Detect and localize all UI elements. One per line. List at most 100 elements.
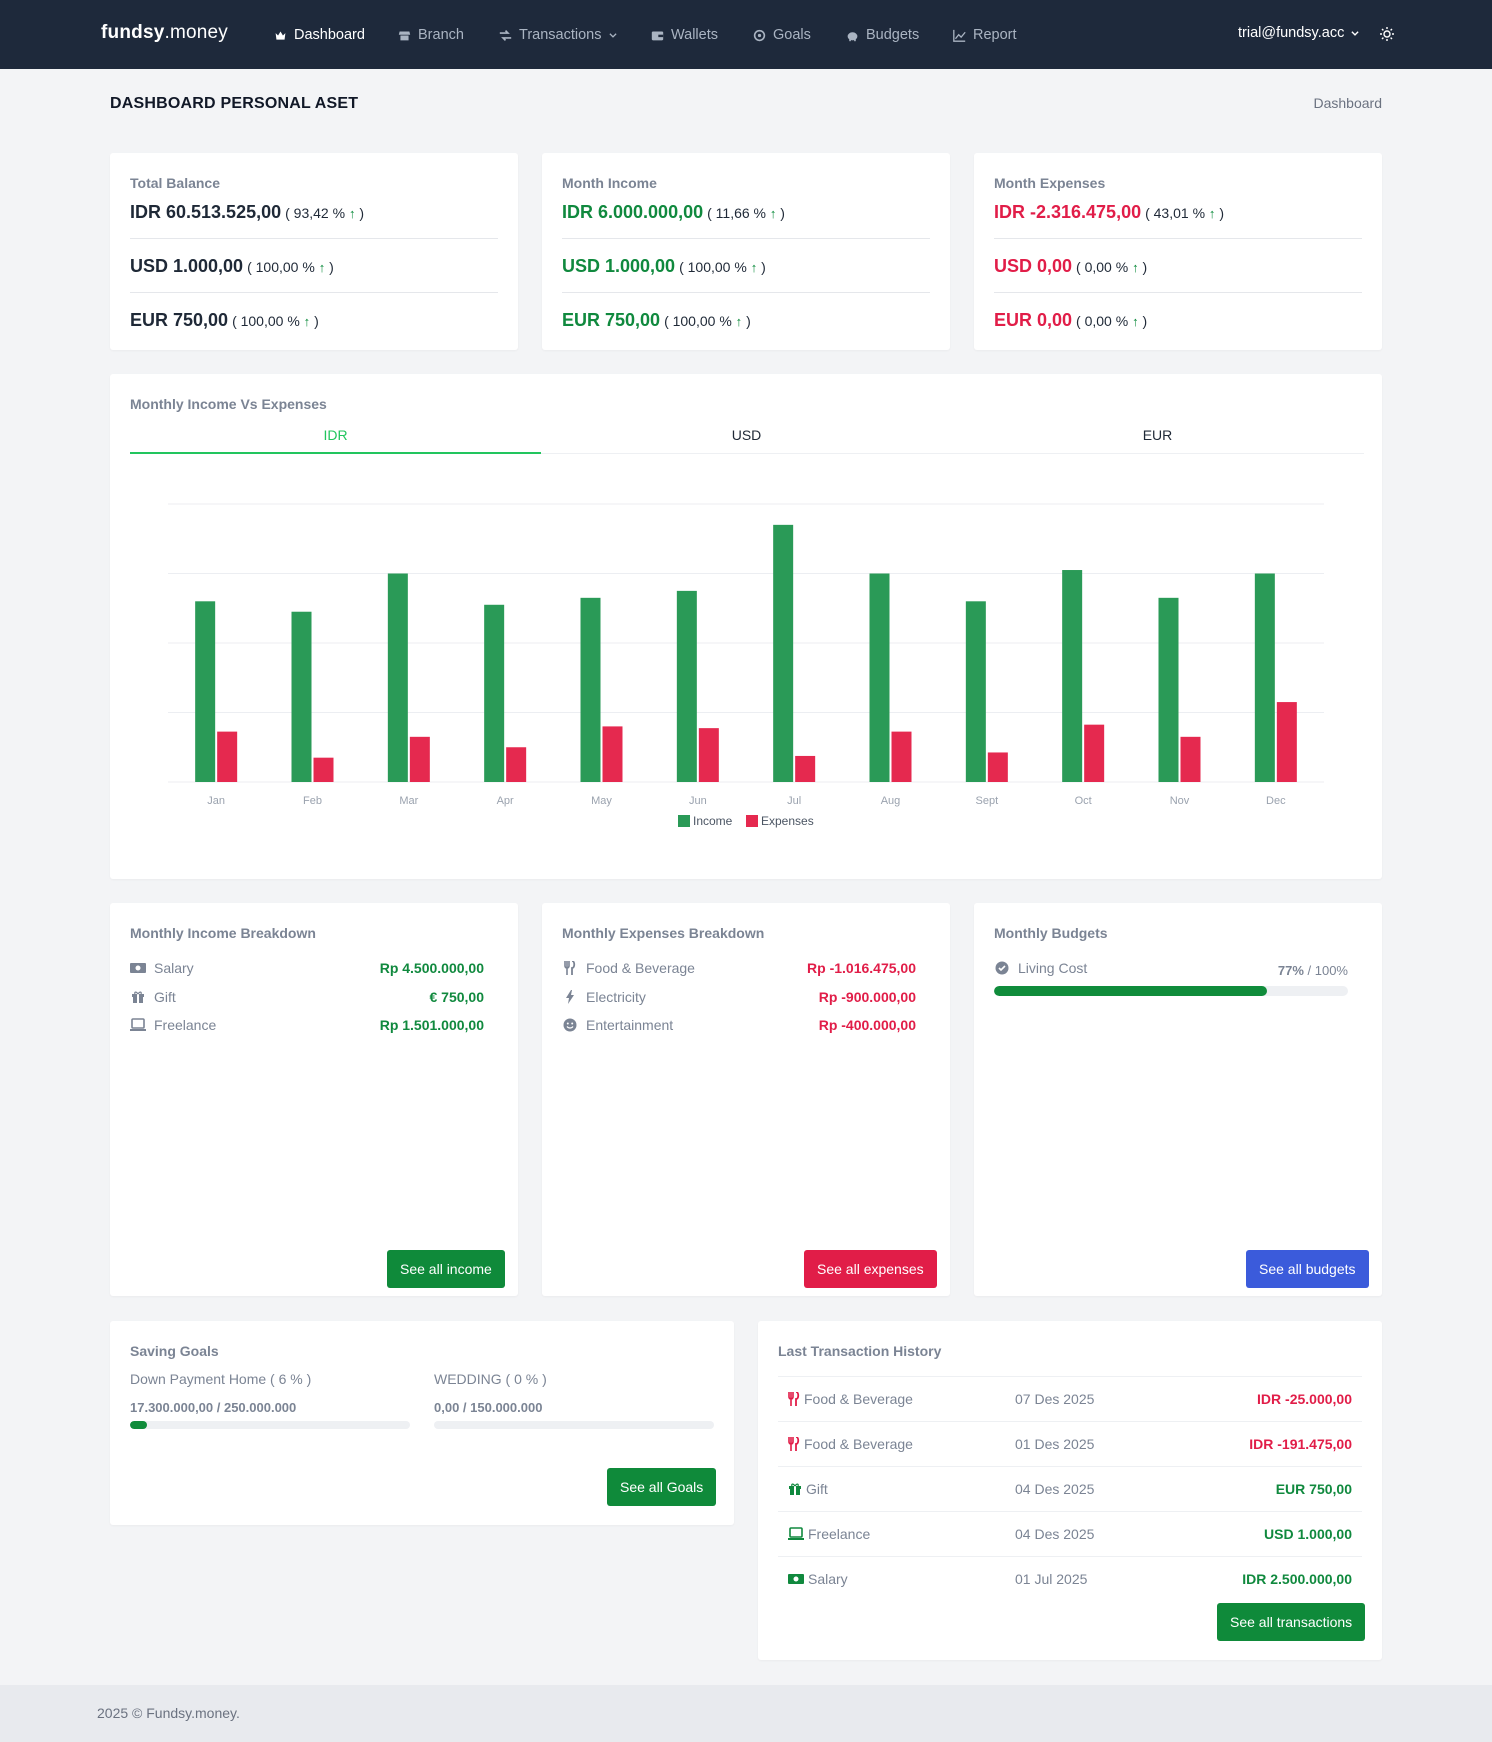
table-row[interactable]: Freelance 04 Des 2025 USD 1.000,00 [778,1511,1362,1556]
card-title: Last Transaction History [778,1343,942,1359]
income-eur: EUR 750,00( 100,00 % ↑ ) [562,310,751,330]
x-tick-label: May [591,795,612,807]
table-row[interactable]: Salary 01 Jul 2025 IDR 2.500.000,00 [778,1556,1362,1601]
user-menu[interactable]: trial@fundsy.acc [1238,25,1360,41]
card-title: Monthly Expenses Breakdown [562,925,765,941]
balance-usd: USD 1.000,00( 100,00 % ↑ ) [130,256,334,276]
nav-goals[interactable]: Goals [753,25,811,45]
see-all-transactions-button[interactable]: See all transactions [1217,1603,1366,1641]
monthly-chart-card: Monthly Income Vs Expenses IDR USD EUR J… [110,374,1382,879]
chevron-down-icon [1351,31,1359,36]
arrow-up-icon: ↑ [1132,314,1139,329]
money-bill-icon [130,961,146,975]
x-tick-label: Oct [1075,795,1092,807]
goal-name: WEDDING ( 0 % ) [434,1371,547,1387]
expenses-usd: USD 0,00( 0,00 % ↑ ) [994,256,1148,276]
nav-report[interactable]: Report [953,25,1017,45]
expenses-bar [409,736,430,782]
utensils-icon [788,1392,800,1406]
x-tick-label: Aug [881,795,901,807]
legend-expenses-swatch [746,815,758,827]
income-idr: IDR 6.000.000,00( 11,66 % ↑ ) [562,202,785,222]
table-row[interactable]: Food & Beverage 07 Des 2025 IDR -25.000,… [778,1376,1362,1421]
balance-idr: IDR 60.513.525,00( 93,42 % ↑ ) [130,202,365,222]
copyright-text: 2025 © Fundsy.money. [97,1705,240,1721]
goal-progress-text: 17.300.000,00 / 250.000.000 [130,1400,297,1415]
expenses-eur: EUR 0,00( 0,00 % ↑ ) [994,310,1148,330]
income-breakdown-card: Monthly Income Breakdown Salary Rp 4.500… [110,903,518,1296]
money-bill-icon [788,1574,804,1584]
income-bar [387,573,408,782]
arrow-up-icon: ↑ [769,206,777,221]
expenses-bar [1276,702,1297,782]
income-bar [965,601,986,782]
list-item: Electricity Rp -900.000,00 [562,987,916,1007]
tab-idr[interactable]: IDR [130,424,541,454]
brand-logo[interactable]: fundsy.money [101,22,228,43]
card-title: Monthly Income Vs Expenses [130,396,327,412]
income-bar [1062,570,1083,782]
card-title: Monthly Income Breakdown [130,925,316,941]
card-title: Total Balance [130,175,220,191]
expenses-bar [1180,736,1201,782]
table-row[interactable]: Food & Beverage 01 Des 2025 IDR -191.475… [778,1421,1362,1466]
arrow-up-icon: ↑ [348,206,356,221]
nav-budgets[interactable]: Budgets [846,25,919,45]
see-all-expenses-button[interactable]: See all expenses [804,1250,937,1288]
total-balance-card: Total Balance IDR 60.513.525,00( 93,42 %… [110,153,518,350]
arrow-up-icon: ↑ [1208,206,1216,221]
sun-icon[interactable] [1379,26,1395,42]
transfer-icon [499,29,512,41]
gift-icon [789,1483,801,1495]
card-title: Monthly Budgets [994,925,1108,941]
expenses-bar [217,731,238,782]
arrow-up-icon: ↑ [735,314,743,329]
month-income-card: Month Income IDR 6.000.000,00( 11,66 % ↑… [542,153,950,350]
x-tick-label: Jan [207,795,225,807]
page-title: DASHBOARD PERSONAL ASET [110,95,359,112]
income-bar [195,601,216,782]
nav-dashboard[interactable]: Dashboard [274,25,365,45]
see-all-income-button[interactable]: See all income [387,1250,505,1288]
month-expenses-card: Month Expenses IDR -2.316.475,00( 43,01 … [974,153,1382,350]
currency-tabs: IDR USD EUR [130,424,1364,454]
breadcrumb[interactable]: Dashboard [1313,95,1383,111]
legend-income-label: Income [693,814,733,828]
expenses-bar [698,728,719,782]
nav-branch[interactable]: Branch [398,25,464,45]
expenses-idr: IDR -2.316.475,00( 43,01 % ↑ ) [994,202,1224,222]
income-bar [580,597,601,782]
card-title: Month Expenses [994,175,1106,191]
card-title: Month Income [562,175,657,191]
footer: 2025 © Fundsy.money. [0,1685,1492,1742]
legend-income-swatch [678,815,690,827]
income-bar [773,524,794,782]
expenses-breakdown-card: Monthly Expenses Breakdown Food & Bevera… [542,903,950,1296]
expenses-bar [506,747,527,782]
income-bar [869,573,890,782]
nav-transactions[interactable]: Transactions [499,25,618,45]
table-row[interactable]: Gift 04 Des 2025 EUR 750,00 [778,1466,1362,1511]
see-all-goals-button[interactable]: See all Goals [607,1468,717,1506]
income-bar [484,604,505,782]
see-all-budgets-button[interactable]: See all budgets [1246,1250,1369,1288]
income-bar [1254,573,1275,782]
list-item: Freelance Rp 1.501.000,00 [130,1015,484,1035]
top-navbar: fundsy.money Dashboard Branch Transactio… [0,0,1492,69]
chevron-down-icon [609,33,618,38]
expenses-bar [602,726,623,782]
nav-wallets[interactable]: Wallets [651,25,718,45]
arrow-up-icon: ↑ [318,260,326,275]
tab-usd[interactable]: USD [731,427,762,443]
tab-eur[interactable]: EUR [1142,427,1173,443]
goal-progress-text: 0,00 / 150.000.000 [434,1400,543,1415]
x-tick-label: Dec [1266,795,1286,807]
list-item: Salary Rp 4.500.000,00 [130,958,484,978]
smile-icon [562,1018,578,1032]
income-bar [1158,597,1179,782]
utensils-icon [788,1437,800,1451]
piggy-bank-icon [847,31,858,41]
goal-progress-bar [130,1421,410,1429]
goal-name: Down Payment Home ( 6 % ) [130,1371,312,1387]
budget-progress-fill [994,986,1267,996]
